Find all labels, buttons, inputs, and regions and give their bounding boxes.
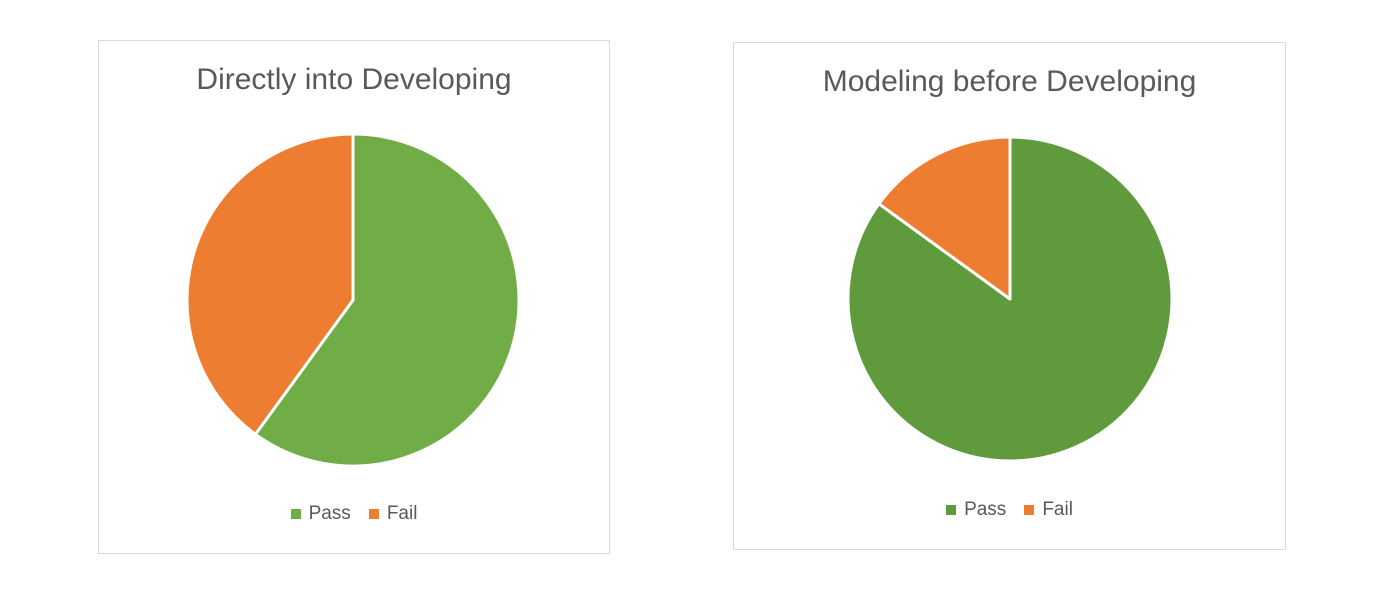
pie-slice-fail [877, 135, 1012, 301]
chart-title: Directly into Developing [196, 63, 512, 96]
legend-item-pass: Pass [290, 503, 351, 525]
legend-item-pass: Pass [946, 499, 1006, 521]
chart-card-directly: Directly into Developing Pass Fail [98, 40, 610, 554]
pie-slice-fail [185, 132, 355, 436]
legend-label-pass: Pass [964, 499, 1007, 520]
legend-swatch-fail [1024, 505, 1035, 515]
legend-swatch-pass [946, 505, 957, 515]
legend-label-fail: Fail [1042, 499, 1073, 520]
chart-title: Modeling before Developing [822, 65, 1197, 98]
pie-chart-directly [185, 132, 521, 468]
legend-swatch-pass [290, 509, 301, 519]
legend-label-fail: Fail [386, 503, 418, 524]
legend-swatch-fail [368, 509, 379, 519]
legend-item-fail: Fail [1024, 499, 1073, 521]
legend-item-fail: Fail [368, 503, 418, 525]
chart-legend: Pass Fail [99, 503, 609, 525]
chart-legend: Pass Fail [734, 499, 1285, 521]
pie-slice-pass [253, 132, 521, 468]
chart-card-modeling: Modeling before Developing Pass Fail [733, 42, 1286, 550]
legend-label-pass: Pass [308, 503, 351, 524]
pie-chart-modeling [846, 135, 1174, 463]
